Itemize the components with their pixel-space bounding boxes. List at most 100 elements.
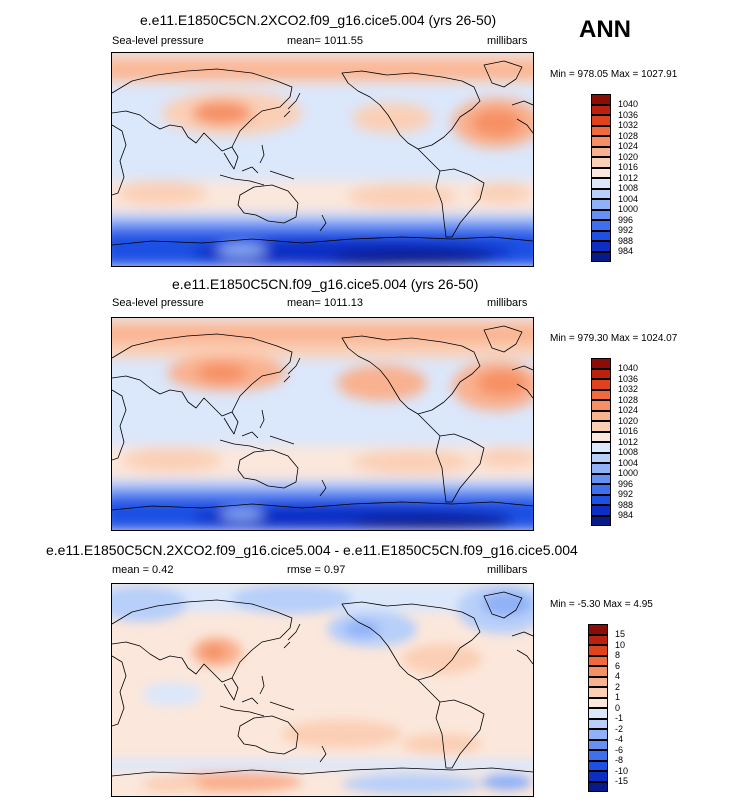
panel3-rmse-label: rmse = 0.97 xyxy=(287,564,346,576)
panel2-cbar-label: 1012 xyxy=(618,436,639,447)
colorbar-box xyxy=(591,94,611,105)
panel3-cbar-label: 4 xyxy=(615,671,621,681)
panel2-cbar-label: 1028 xyxy=(618,394,639,405)
panel2-minmax: Min = 979.30 Max = 1024.07 xyxy=(550,333,678,344)
panel2-cbar-label: 1040 xyxy=(618,363,639,373)
colorbar-box xyxy=(588,697,608,708)
colorbar-box xyxy=(591,515,611,526)
panel3-cbar-label: -1 xyxy=(615,713,624,723)
colorbar-box xyxy=(588,771,608,782)
colorbar-box xyxy=(588,718,608,729)
panel1-variable-label: Sea-level pressure xyxy=(112,35,204,47)
panel3-mean-label: mean = 0.42 xyxy=(112,564,174,576)
colorbar-box xyxy=(591,431,611,442)
panel1-cbar-label: 992 xyxy=(618,225,634,235)
colorbar-box xyxy=(588,739,608,750)
panel3-cbar-label: 1 xyxy=(615,692,621,702)
panel2-cbar-label: 992 xyxy=(618,489,634,499)
colorbar-box xyxy=(591,251,611,262)
panel1-cbar-label: 1028 xyxy=(618,130,639,141)
colorbar-box xyxy=(588,760,608,771)
colorbar-box xyxy=(588,687,608,698)
panel3-cbar-label: 0 xyxy=(615,702,621,713)
panel1-cbar-label: 996 xyxy=(618,214,634,225)
colorbar-box xyxy=(588,655,608,666)
panel3-colorbar: 15 10 8 6 4 2 1 0 -1 -2 -4 -6 -8 -10 -15 xyxy=(588,624,648,794)
panel2-cbar-label: 1000 xyxy=(618,468,639,478)
panel1-cbar-label: 1000 xyxy=(618,204,639,214)
panel2-variable-label: Sea-level pressure xyxy=(112,297,204,309)
colorbar-box xyxy=(591,484,611,495)
colorbar-box xyxy=(591,220,611,231)
panel2-cbar-label: 1036 xyxy=(618,373,639,384)
panel3-cbar-label: 15 xyxy=(615,629,626,639)
panel3-cbar-label: -10 xyxy=(615,765,629,776)
panel3-minmax: Min = -5.30 Max = 4.95 xyxy=(550,599,653,610)
panel1-cbar-label: 1020 xyxy=(618,151,639,162)
colorbar-box xyxy=(591,368,611,379)
colorbar-box xyxy=(591,463,611,474)
panel1-contour-field xyxy=(112,53,533,266)
colorbar-box xyxy=(591,167,611,178)
panel2-cbar-label: 1024 xyxy=(618,405,639,415)
panel2-cbar-label: 1008 xyxy=(618,447,639,457)
colorbar-box xyxy=(588,676,608,687)
colorbar-box xyxy=(591,421,611,432)
panel1-cbar-label: 1012 xyxy=(618,172,639,183)
panel2-cbar-label: 988 xyxy=(618,499,634,510)
panel1-cbar-label: 1036 xyxy=(618,109,639,120)
colorbar-box xyxy=(588,624,608,635)
colorbar-box xyxy=(591,146,611,157)
colorbar-box xyxy=(591,178,611,189)
panel3-cbar-label: -4 xyxy=(615,734,624,744)
panel2-cbar-label: 1004 xyxy=(618,457,639,468)
panel3-cbar-label: 6 xyxy=(615,660,621,671)
panel2-cbar-label: 1032 xyxy=(618,384,639,394)
panel2-map xyxy=(111,317,534,531)
colorbar-box xyxy=(591,379,611,390)
panel3-cbar-label: -6 xyxy=(615,744,624,755)
panel3-units-label: millibars xyxy=(487,564,528,576)
colorbar-box xyxy=(591,199,611,210)
panel2-contour-field xyxy=(112,318,533,530)
colorbar-box xyxy=(591,452,611,463)
colorbar-box xyxy=(591,241,611,252)
colorbar-box xyxy=(588,750,608,761)
colorbar-box xyxy=(591,442,611,453)
panel3-cbar-label: -2 xyxy=(615,723,624,734)
colorbar-box xyxy=(588,729,608,740)
colorbar-box xyxy=(591,230,611,241)
panel3-cbar-label: 10 xyxy=(615,639,626,650)
panel3-cbar-label: 2 xyxy=(615,681,621,692)
panel1-minmax: Min = 978.05 Max = 1027.91 xyxy=(550,69,678,80)
colorbar-box xyxy=(591,410,611,421)
colorbar-box xyxy=(591,494,611,505)
panel1-cbar-label: 1016 xyxy=(618,162,639,172)
colorbar-box xyxy=(591,389,611,400)
panel1-title: e.e11.E1850C5CN.2XCO2.f09_g16.cice5.004 … xyxy=(140,12,497,28)
panel2-units-label: millibars xyxy=(487,297,528,309)
colorbar-box xyxy=(591,157,611,168)
colorbar-box xyxy=(591,136,611,147)
panel2-cbar-label: 1020 xyxy=(618,415,639,426)
season-label: ANN xyxy=(579,16,631,43)
panel1-mean-label: mean= 1011.55 xyxy=(287,35,363,47)
colorbar-box xyxy=(588,645,608,656)
panel1-cbar-label: 1040 xyxy=(618,99,639,109)
colorbar-box xyxy=(591,473,611,484)
colorbar-box xyxy=(591,358,611,369)
panel3-map xyxy=(111,583,534,797)
panel3-cbar-label: -15 xyxy=(615,776,629,786)
colorbar-box xyxy=(591,104,611,115)
colorbar-box xyxy=(591,400,611,411)
colorbar-box xyxy=(588,781,608,792)
colorbar-box xyxy=(591,505,611,516)
panel1-units-label: millibars xyxy=(487,35,528,47)
panel1-colorbar: 1040 1036 1032 1028 1024 1020 1016 1012 … xyxy=(591,94,651,262)
panel3-contour-field xyxy=(112,584,533,796)
colorbar-box xyxy=(588,634,608,645)
panel1-cbar-label: 1004 xyxy=(618,193,639,204)
panel1-cbar-label: 1024 xyxy=(618,141,639,151)
panel3-title: e.e11.E1850C5CN.2XCO2.f09_g16.cice5.004 … xyxy=(46,542,578,558)
panel2-mean-label: mean= 1011.13 xyxy=(287,297,363,309)
